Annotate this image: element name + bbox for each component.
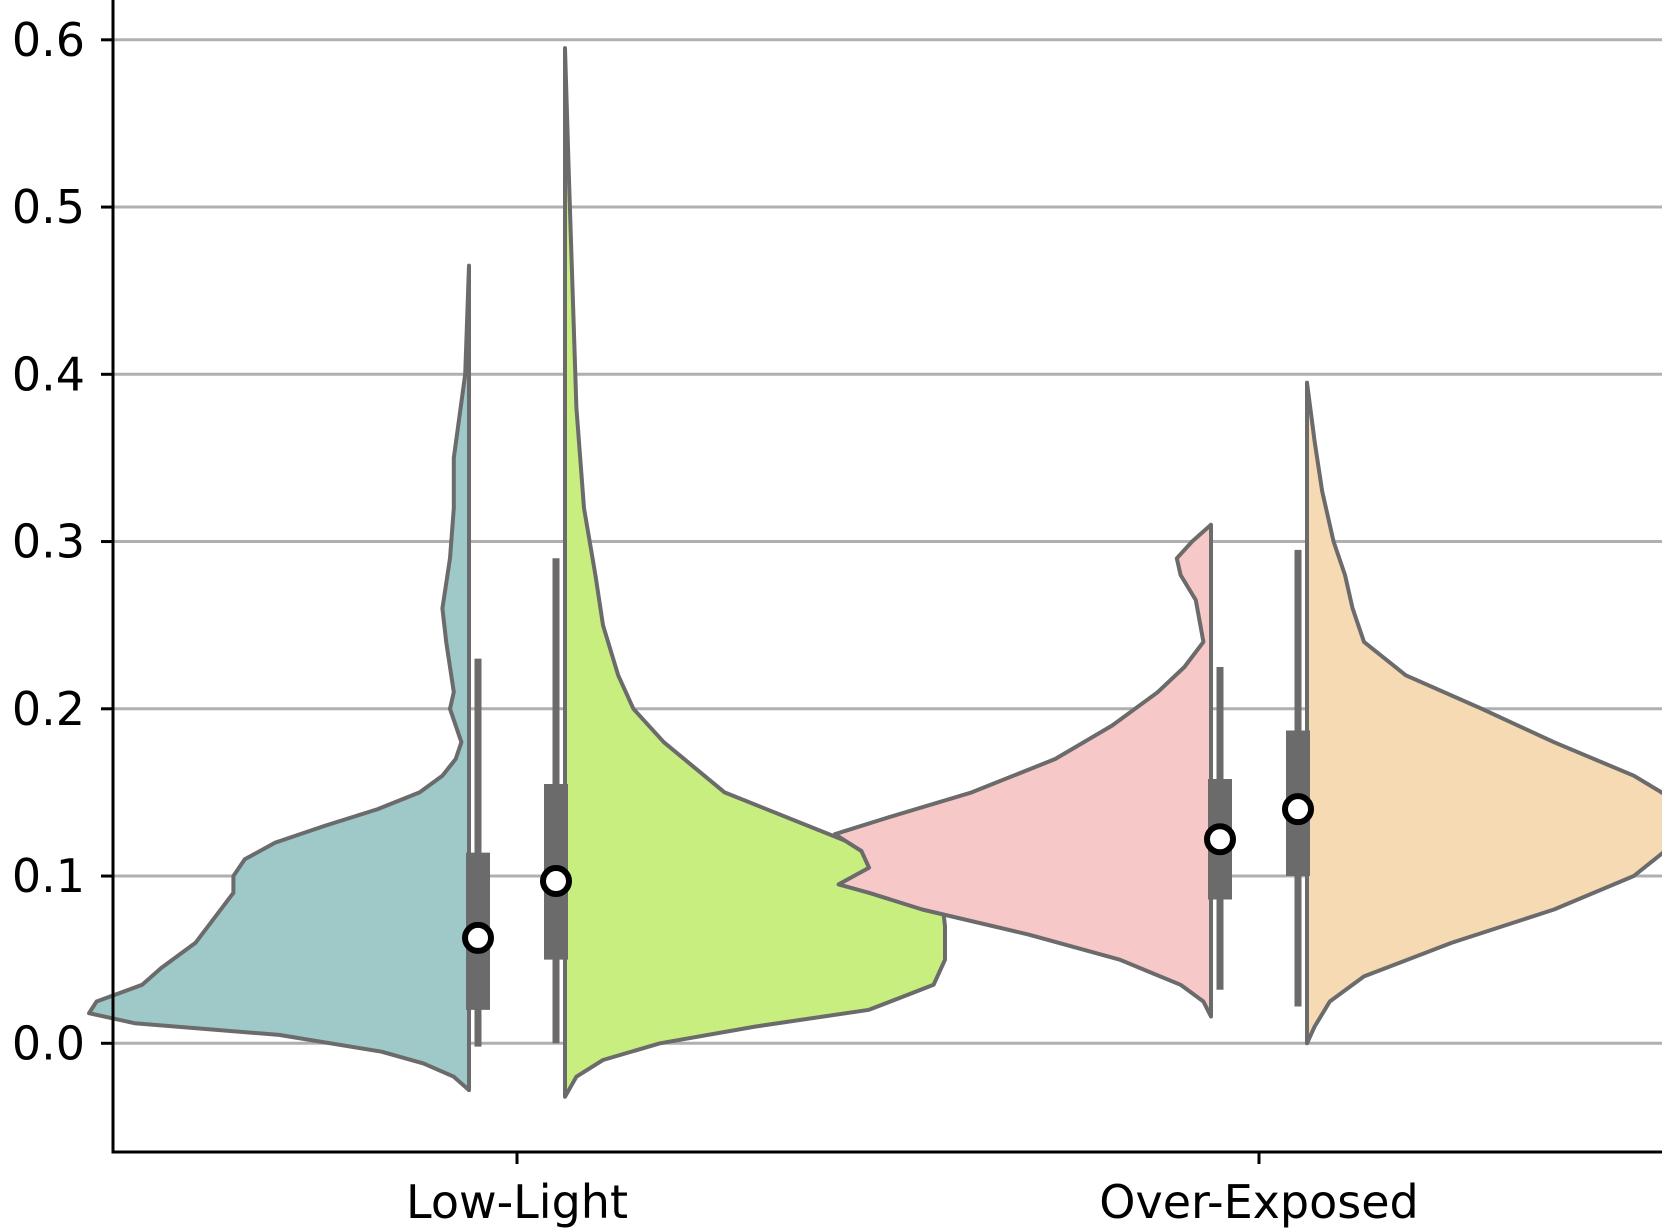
violin-low-light-right [563, 46, 947, 1099]
x-tick-label: Over-Exposed [1099, 1175, 1418, 1229]
y-tick-label: 0.5 [12, 180, 85, 234]
y-tick-label: 0.4 [12, 347, 85, 401]
violin-low-light-left [87, 263, 471, 1093]
violin-over-exposed-left [832, 522, 1213, 1019]
plot-frame [111, 0, 1662, 1154]
median-marker [540, 865, 572, 898]
median-marker [1204, 823, 1236, 856]
y-tick-label: 0.6 [12, 13, 85, 67]
x-axis: Low-Light Over-Exposed [406, 1152, 1419, 1229]
y-tick-label: 0.3 [12, 515, 85, 569]
y-tick-label: 0.2 [12, 682, 85, 736]
inner-boxplots [462, 549, 1314, 1047]
violins [87, 46, 1662, 1099]
y-tick-label: 0.0 [12, 1016, 85, 1070]
y-axis: 0.0 0.1 0.2 0.3 0.4 0.5 0.6 [12, 13, 113, 1070]
median-marker [1282, 793, 1314, 826]
median-marker [462, 921, 494, 954]
x-tick-label: Low-Light [406, 1175, 628, 1229]
y-tick-label: 0.1 [12, 849, 85, 903]
violin-over-exposed-right [1305, 380, 1662, 1046]
